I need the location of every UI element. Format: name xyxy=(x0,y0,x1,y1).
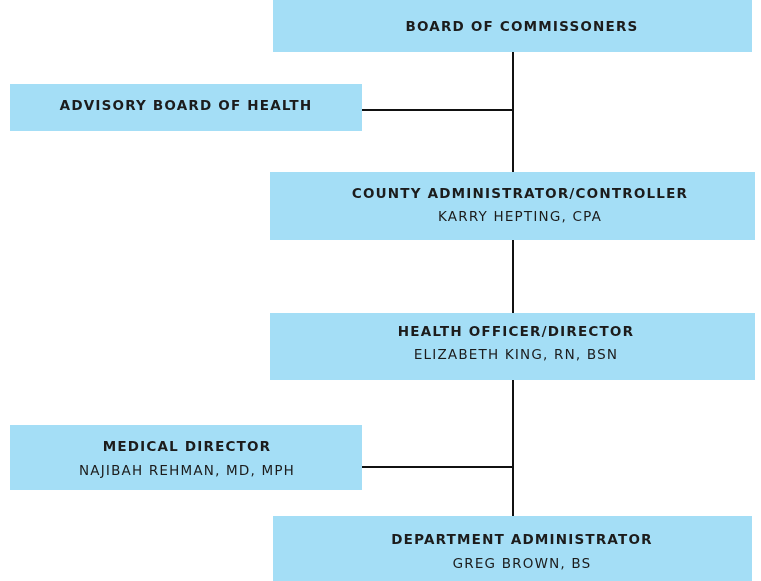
node-title: ADVISORY BOARD OF HEALTH xyxy=(60,98,313,114)
node-name: KARRY HEPTING, CPA xyxy=(438,209,602,225)
node-box xyxy=(273,0,752,52)
node-title: HEALTH OFFICER/DIRECTOR xyxy=(398,324,634,340)
node-title: MEDICAL DIRECTOR xyxy=(103,439,272,455)
node-box xyxy=(10,425,362,490)
node-name: NAJIBAH REHMAN, MD, MPH xyxy=(79,463,295,479)
node-box xyxy=(270,172,755,240)
node-box xyxy=(270,313,755,380)
node-name: GREG BROWN, BS xyxy=(453,556,592,572)
node-box xyxy=(273,516,752,581)
node-box xyxy=(10,84,362,131)
node-name: ELIZABETH KING, RN, BSN xyxy=(414,347,618,363)
node-title: DEPARTMENT ADMINISTRATOR xyxy=(391,532,652,548)
node-title: COUNTY ADMINISTRATOR/CONTROLLER xyxy=(352,186,688,202)
node-title: BOARD OF COMMISSONERS xyxy=(406,19,639,35)
